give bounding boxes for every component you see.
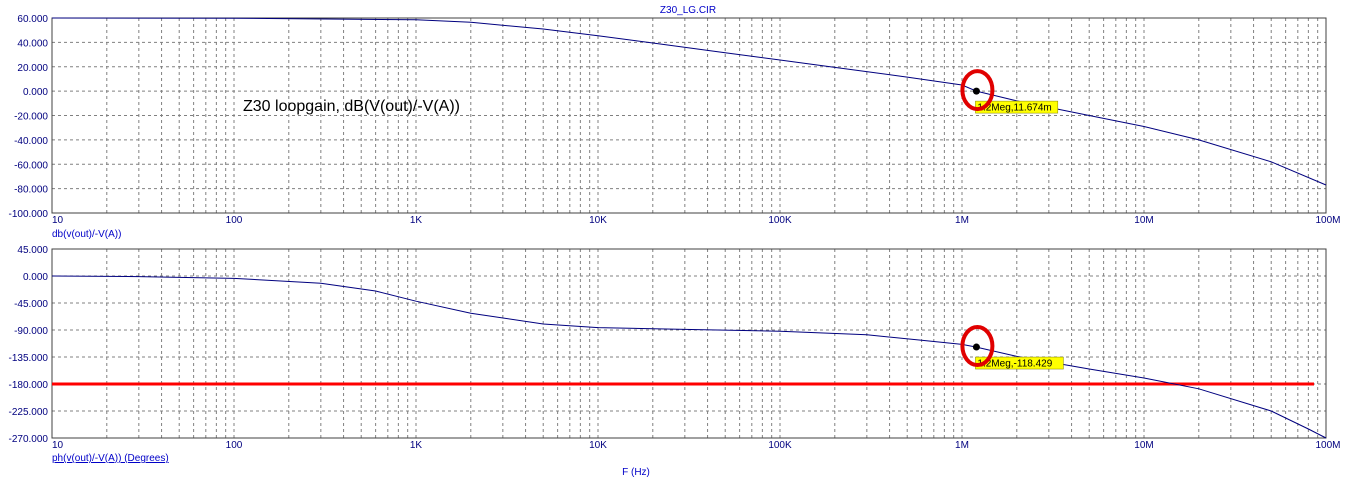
x-axis-label: F (Hz) (622, 467, 650, 478)
phase-y-tick-label: -180.000 (9, 380, 49, 391)
magnitude-x-tick-label: 10K (589, 215, 607, 226)
phase-curve (51, 275, 1327, 439)
phase-x-tick-label: 10K (589, 440, 607, 451)
magnitude-marker[interactable]: 1.2Meg,11.674m (960, 69, 1059, 114)
window-title: Z30_LG.CIR (660, 5, 716, 16)
magnitude-plot-frame (51, 17, 1327, 214)
magnitude-x-tick-label: 10M (1134, 215, 1153, 226)
magnitude-y-tick-label: 60.000 (17, 14, 48, 25)
phase-x-tick-label: 1M (955, 440, 969, 451)
magnitude-grid (52, 18, 1326, 213)
magnitude-marker-highlight-circle (960, 69, 995, 112)
magnitude-y-tick-label: -100.000 (9, 209, 49, 220)
phase-chart: 45.000 0.000 -45.000 -90.000 -135.000 -180.00… (9, 245, 1341, 464)
magnitude-x-tick-label: 1K (410, 215, 423, 226)
magnitude-y-tick-label: -80.000 (14, 185, 48, 196)
phase-x-ticks: 10 100 1K 10K 100K 1M 10M 100M (52, 440, 1341, 451)
magnitude-marker-point[interactable] (972, 87, 980, 95)
phase-y-tick-label: 0.000 (23, 272, 48, 283)
phase-y-tick-label: -135.000 (9, 353, 49, 364)
magnitude-y-tick-label: -60.000 (14, 160, 48, 171)
magnitude-marker-label: 1.2Meg,11.674m (977, 103, 1051, 114)
phase-y-tick-label: 45.000 (17, 245, 48, 256)
phase-x-tick-label: 1K (410, 440, 423, 451)
phase-grid (52, 249, 1326, 438)
magnitude-y-ticks: 60.000 40.000 20.000 0.000 -20.000 -40.000 -60… (9, 14, 49, 220)
magnitude-x-tick-label: 100K (768, 215, 792, 226)
phase-x-tick-label: 100K (768, 440, 792, 451)
magnitude-x-tick-label: 1M (955, 215, 969, 226)
magnitude-chart: 60.000 40.000 20.000 0.000 -20.000 -40.000 -60… (9, 14, 1341, 240)
magnitude-y-axis-label: db(v(out)/-V(A)) (52, 229, 121, 240)
phase-y-tick-label: -90.000 (14, 326, 48, 337)
magnitude-x-ticks: 10 100 1K 10K 100K 1M 10M 100M (52, 215, 1341, 226)
phase-y-tick-label: -270.000 (9, 434, 49, 445)
phase-plot-frame (51, 248, 1327, 439)
phase-x-tick-label: 10M (1134, 440, 1153, 451)
magnitude-y-tick-label: 0.000 (23, 87, 48, 98)
magnitude-annotation: Z30 loopgain, dB(V(out)/-V(A)) (243, 98, 460, 115)
magnitude-y-tick-label: 20.000 (17, 63, 48, 74)
phase-marker[interactable]: 1.2Meg,-118.429 (960, 325, 1064, 370)
phase-x-tick-label: 100 (226, 440, 243, 451)
phase-marker-label: 1.2Meg,-118.429 (977, 359, 1052, 370)
phase-y-tick-label: -225.000 (9, 407, 49, 418)
magnitude-x-tick-label: 10 (52, 215, 64, 226)
magnitude-y-tick-label: 40.000 (17, 38, 48, 49)
phase-y-axis-label: ph(v(out)/-V(A)) (Degrees) (52, 453, 169, 464)
magnitude-y-tick-label: -40.000 (14, 136, 48, 147)
magnitude-y-tick-label: -20.000 (14, 112, 48, 123)
magnitude-x-tick-label: 100 (226, 215, 243, 226)
phase-y-tick-label: -45.000 (14, 299, 48, 310)
magnitude-x-tick-label: 100M (1315, 215, 1340, 226)
phase-y-ticks: 45.000 0.000 -45.000 -90.000 -135.000 -180.00… (9, 245, 49, 445)
phase-x-tick-label: 100M (1315, 440, 1340, 451)
phase-x-tick-label: 10 (52, 440, 64, 451)
phase-marker-point[interactable] (972, 343, 980, 351)
phase-marker-highlight-circle (960, 325, 995, 368)
magnitude-curve (51, 17, 1327, 186)
